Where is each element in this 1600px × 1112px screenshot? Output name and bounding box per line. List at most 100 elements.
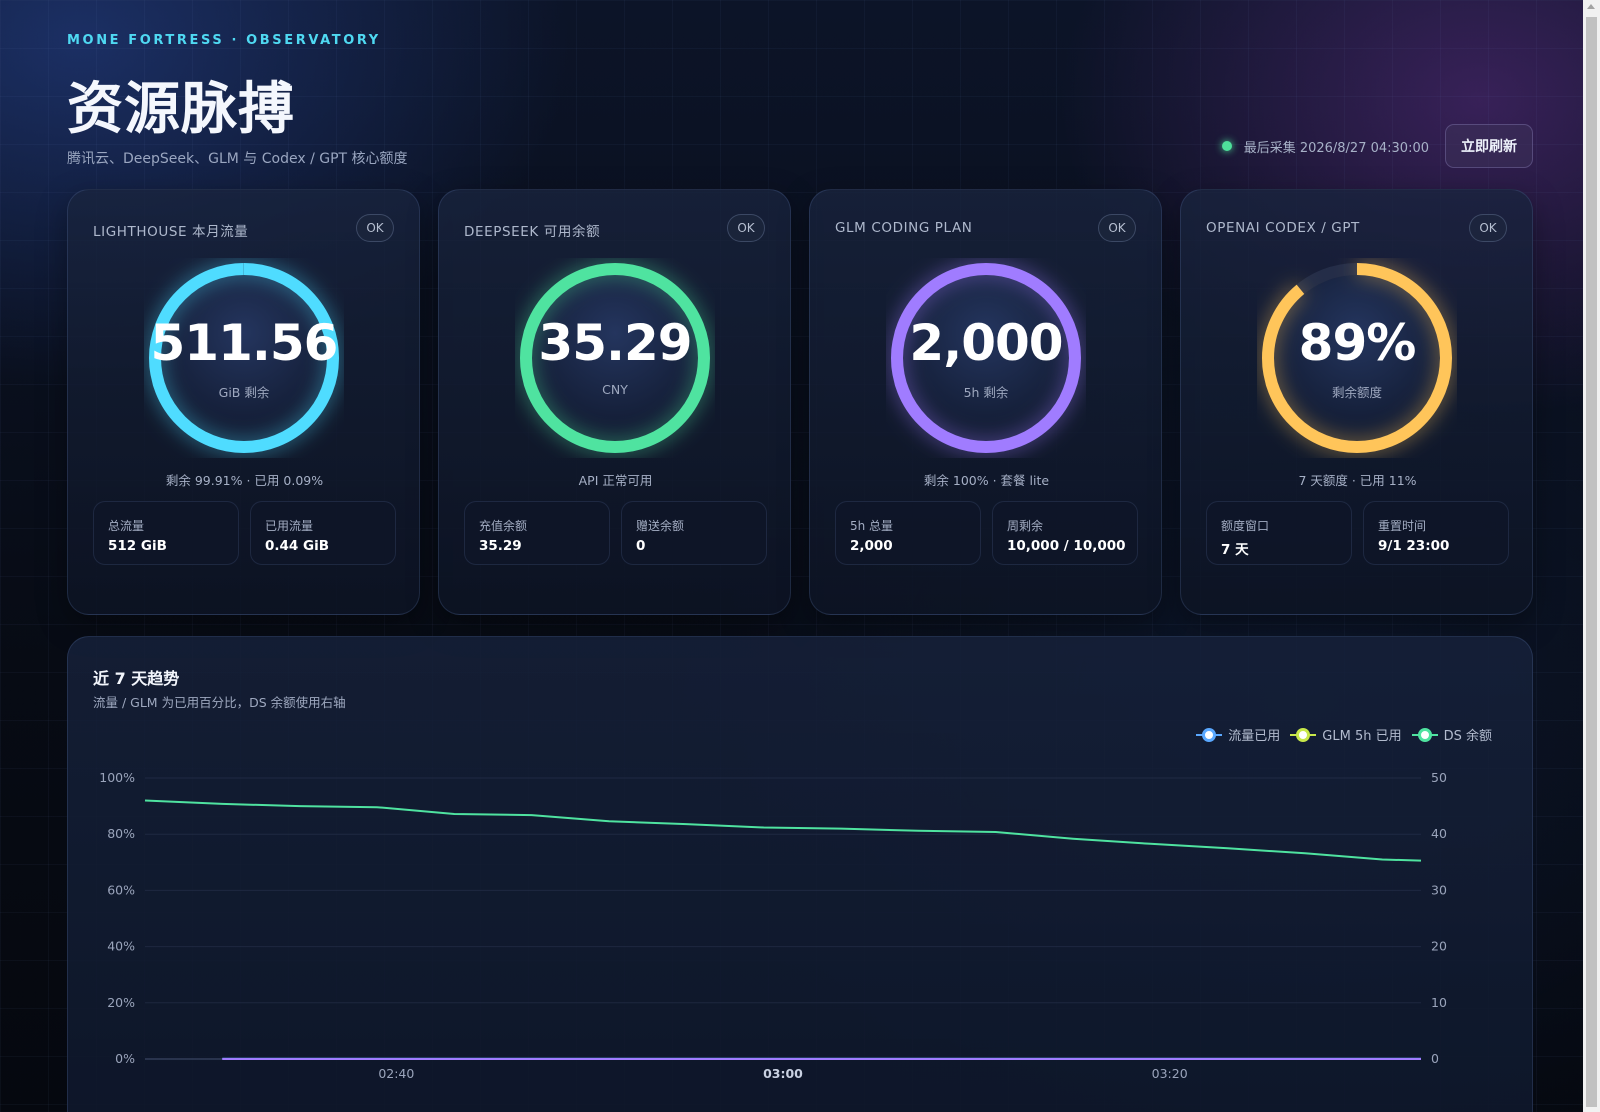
y-left-tick-label: 20%: [107, 995, 135, 1010]
card-label: LIGHTHOUSE 本月流量: [93, 224, 249, 240]
y-left-tick-label: 100%: [99, 770, 135, 785]
legend-label: DS 余额: [1443, 729, 1492, 744]
ring-inner-fill: [1274, 275, 1440, 441]
ring-svg: [520, 263, 710, 453]
trend-subtitle: 流量 / GLM 为已用百分比，DS 余额使用右轴: [93, 695, 346, 710]
metric-cards: LIGHTHOUSE 本月流量 OK 511.56 GiB 剩余 剩余 99.9…: [67, 189, 1533, 615]
stat-topup-balance: 充值余额 35.29: [464, 501, 610, 565]
ring-gauge: 2,000 5h 剩余: [886, 258, 1086, 458]
y-right-tick-label: 30: [1431, 882, 1447, 897]
status-badge: OK: [727, 214, 765, 242]
scrollbar-thumb[interactable]: [1586, 17, 1597, 1107]
card-codex: OPENAI CODEX / GPT OK 89% 剩余额度 7 天额度 · 已…: [1180, 189, 1533, 615]
card-note: 7 天额度 · 已用 11%: [1298, 473, 1417, 488]
stat-value: 2,000: [850, 538, 893, 554]
trend-title: 近 7 天趋势: [93, 669, 180, 688]
legend-label: GLM 5h 已用: [1322, 729, 1402, 744]
stat-label: 赠送余额: [636, 519, 685, 533]
x-tick-label: 02:40: [378, 1066, 414, 1081]
y-left-tick-label: 60%: [107, 882, 135, 897]
ring-inner-fill: [161, 275, 327, 441]
trend-panel: 100% 50 80% 40 60% 30 40% 20 20% 10 0% 0 02:40 03:00 0…: [67, 636, 1533, 1112]
x-tick-label: 03:20: [1152, 1066, 1188, 1081]
stat-value: 35.29: [479, 538, 522, 554]
stat-label: 额度窗口: [1221, 519, 1270, 533]
y-left-tick-label: 80%: [107, 826, 135, 841]
ring-progress-arc: [520, 263, 710, 453]
series-line-DS 余额: [144, 799, 1422, 862]
card-note: 剩余 100% · 套餐 lite: [923, 473, 1050, 488]
stat-weekly-remaining: 周剩余 10,000 / 10,000: [992, 501, 1138, 565]
stat-used-traffic: 已用流量 0.44 GiB: [250, 501, 396, 565]
stat-total-traffic: 总流量 512 GiB: [93, 501, 239, 565]
y-right-tick-label: 0: [1431, 1051, 1439, 1066]
y-right-tick-label: 20: [1431, 939, 1447, 954]
ring-inner-fill: [532, 275, 698, 441]
ring-unit: GiB 剩余: [218, 385, 270, 400]
eyebrow-label: MONE FORTRESS · OBSERVATORY: [67, 33, 381, 48]
refresh-button[interactable]: 立即刷新: [1445, 124, 1533, 168]
y-left-tick-label: 0%: [115, 1051, 135, 1066]
legend-item-traffic[interactable]: 流量已用: [1196, 725, 1280, 744]
chart-legend: 流量已用 GLM 5h 已用 DS 余额: [1196, 725, 1492, 744]
ring-svg: [149, 263, 339, 453]
legend-item-ds[interactable]: DS 余额: [1411, 725, 1492, 744]
y-right-tick-label: 50: [1431, 770, 1447, 785]
ring-svg: [1262, 263, 1452, 453]
ring-value: 511.56: [150, 314, 339, 372]
last-collected-text: 最后采集 2026/8/27 04:30:00: [1243, 140, 1429, 156]
stat-value: 7 天: [1221, 542, 1249, 558]
ring-value: 89%: [1298, 314, 1417, 372]
card-lighthouse: LIGHTHOUSE 本月流量 OK 511.56 GiB 剩余 剩余 99.9…: [67, 189, 420, 615]
card-label: DEEPSEEK 可用余额: [464, 224, 601, 240]
ring-value: 2,000: [909, 314, 1063, 372]
legend-marker-icon: [1411, 727, 1438, 742]
y-right-tick-label: 10: [1431, 995, 1447, 1010]
ring-unit: CNY: [602, 382, 628, 397]
status-badge: OK: [356, 214, 394, 242]
legend-item-glm[interactable]: GLM 5h 已用: [1290, 725, 1402, 744]
stat-label: 总流量: [108, 519, 145, 533]
y-left-tick-label: 40%: [107, 939, 135, 954]
ring-unit: 剩余额度: [1331, 385, 1382, 400]
stat-label: 已用流量: [265, 519, 314, 533]
ring-inner-fill: [903, 275, 1069, 441]
ring-progress-arc: [891, 263, 1081, 453]
page-title: 资源脉搏: [67, 77, 295, 142]
card-note: API 正常可用: [578, 473, 653, 488]
scroll-up-arrow-icon[interactable]: [1587, 4, 1595, 9]
card-deepseek: DEEPSEEK 可用余额 OK 35.29 CNY API 正常可用 充值余额…: [438, 189, 791, 615]
stat-label: 周剩余: [1007, 519, 1044, 533]
card-label: OPENAI CODEX / GPT: [1206, 220, 1360, 236]
card-note: 剩余 99.91% · 已用 0.09%: [165, 473, 324, 488]
stat-5h-total: 5h 总量 2,000: [835, 501, 981, 565]
card-label: GLM CODING PLAN: [835, 220, 973, 236]
status-badge: OK: [1469, 214, 1507, 242]
stat-label: 5h 总量: [850, 519, 894, 533]
status-dot-icon: [1221, 141, 1232, 151]
stat-value: 10,000 / 10,000: [1007, 538, 1126, 554]
ring-gauge: 35.29 CNY: [515, 258, 715, 458]
stat-value: 0: [636, 538, 646, 554]
ring-value: 35.29: [538, 314, 692, 372]
status-bar: 最后采集 2026/8/27 04:30:00 立即刷新: [1221, 124, 1533, 168]
stat-granted-balance: 赠送余额 0: [621, 501, 767, 565]
ring-gauge: 511.56 GiB 剩余: [144, 258, 344, 458]
stat-label: 重置时间: [1378, 519, 1427, 533]
x-tick-label: 03:00: [763, 1066, 803, 1081]
stat-reset-time: 重置时间 9/1 23:00: [1363, 501, 1509, 565]
y-right-tick-label: 40: [1431, 826, 1447, 841]
stat-value: 9/1 23:00: [1378, 538, 1450, 554]
stat-value: 512 GiB: [108, 538, 167, 554]
stat-value: 0.44 GiB: [265, 538, 330, 554]
legend-label: 流量已用: [1228, 729, 1281, 744]
ring-unit: 5h 剩余: [963, 385, 1009, 400]
stat-quota-window: 额度窗口 7 天: [1206, 501, 1352, 565]
vertical-scrollbar[interactable]: [1583, 0, 1600, 1112]
status-badge: OK: [1098, 214, 1136, 242]
ring-progress-arc: [149, 263, 339, 453]
ring-progress-arc: [1262, 263, 1452, 453]
page-subtitle: 腾讯云、DeepSeek、GLM 与 Codex / GPT 核心额度: [67, 151, 408, 167]
ring-svg: [891, 263, 1081, 453]
